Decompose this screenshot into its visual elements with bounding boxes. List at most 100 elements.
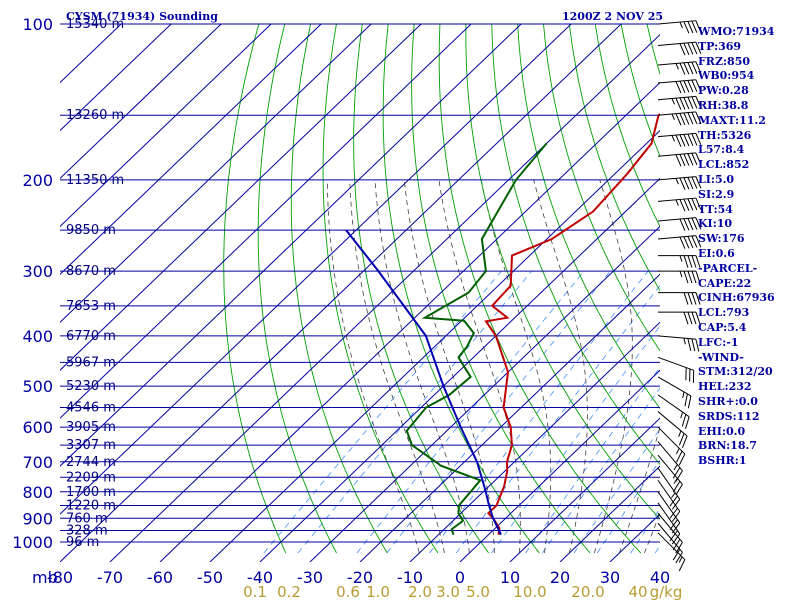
index-item: TP:369 <box>698 39 742 53</box>
index-item: RH:38.8 <box>698 98 749 112</box>
moist-adiabat <box>374 179 470 554</box>
mixing-ratio-label: 0.1 <box>243 583 267 600</box>
wind-barb-flag <box>681 414 687 427</box>
temperature-tick-label: 40 <box>650 568 670 587</box>
wind-barb-half-flag <box>678 556 683 563</box>
isotherm <box>259 177 660 562</box>
isotherm <box>459 369 660 562</box>
wind-barb-flag <box>691 79 698 92</box>
wind-barb <box>657 394 690 429</box>
index-item: -PARCEL- <box>698 261 758 275</box>
wind-barb-flag <box>691 292 697 305</box>
wind-barb-flag <box>691 112 698 125</box>
wind-barb-flag <box>695 235 702 248</box>
wind-barb-shaft <box>657 394 690 418</box>
mixing-ratio-label: g/kg <box>650 583 683 600</box>
wind-barb-half-flag <box>675 448 680 455</box>
wind-barb-flag <box>687 270 693 284</box>
mixing-ratio-label: 0.6 <box>336 583 360 600</box>
index-item: SHR+:0.0 <box>698 394 758 408</box>
mixing-ratio-line <box>525 366 660 554</box>
pressure-tick-label: 100 <box>22 15 53 34</box>
isotherm <box>209 129 660 562</box>
wind-barb <box>657 454 683 496</box>
pressure-tick-label: 200 <box>22 171 53 190</box>
pressure-tick-label: 500 <box>22 377 53 396</box>
wind-barb-half-flag <box>679 21 683 29</box>
wind-barb-flag <box>695 176 702 189</box>
mixing-ratio-line <box>542 387 660 554</box>
wind-barb-flag <box>679 199 686 212</box>
wind-barb-shaft <box>657 532 686 561</box>
wind-barb-flag <box>683 270 689 284</box>
mixing-ratio-lines <box>263 270 660 554</box>
wind-barb-flag <box>691 153 698 166</box>
wind-barb-flag <box>691 176 698 189</box>
wind-barb-flag <box>683 62 690 75</box>
mixing-ratio-label: 20.0 <box>571 583 604 600</box>
wind-barb-half-flag <box>682 391 685 399</box>
isotherm <box>359 273 660 562</box>
wind-barb <box>657 217 702 231</box>
height-label: 328 m <box>66 523 108 538</box>
wind-barb-shaft <box>657 111 696 116</box>
wind-barb-shaft <box>657 491 681 524</box>
moist-adiabat <box>349 179 445 554</box>
wind-barb-flag <box>687 338 692 351</box>
moist-adiabat <box>533 179 588 554</box>
isotherm <box>409 321 660 562</box>
wind-barb-flag <box>678 453 686 466</box>
wind-barb-shaft <box>657 61 696 66</box>
wind-barb-half-flag <box>671 492 676 499</box>
pressure-tick-label: 300 <box>22 262 53 281</box>
wind-barb-shaft <box>657 512 683 543</box>
temperature-tick-label: -40 <box>247 568 273 587</box>
height-labels: 15340 m 13260 m 11350 m 9850 m 8670 m 7653 m 6… <box>66 17 124 550</box>
pressure-tick-label: 800 <box>22 483 53 502</box>
temperature-tick-label: -70 <box>97 568 123 587</box>
wind-barb <box>657 479 681 522</box>
wind-barb-shaft <box>657 152 696 157</box>
wind-barb-flag <box>695 41 702 54</box>
index-item: L57:8.4 <box>698 143 745 157</box>
wind-barb-shaft <box>657 479 681 512</box>
wind-barb-flag <box>679 62 686 75</box>
mixing-ratio-label: 5.0 <box>466 583 490 600</box>
mixing-ratio-label: 1.0 <box>366 583 390 600</box>
wind-barb-flag <box>672 549 681 561</box>
chart-title: CYSM (71934) Sounding <box>66 10 218 23</box>
index-item: LI:5.0 <box>698 172 735 186</box>
wind-barb-flag <box>695 197 702 210</box>
wind-barb-flag <box>687 21 694 34</box>
wind-barb <box>657 522 683 564</box>
wind-barb-flag <box>683 97 690 110</box>
wind-barb-flag <box>683 153 690 166</box>
height-label: 8670 m <box>66 264 116 279</box>
wind-barb-half-flag <box>673 477 678 484</box>
mixing-ratio-label: 2.0 <box>408 583 432 600</box>
wind-barb-half-flag <box>675 178 679 185</box>
wind-barb-flag <box>695 270 701 284</box>
dry-adiabat <box>411 24 591 554</box>
wind-barbs <box>657 20 702 572</box>
wind-barb-flag <box>695 96 702 109</box>
index-item: BRN:18.7 <box>698 439 757 453</box>
wind-barb-flag <box>695 133 702 146</box>
wind-barb-flag <box>683 80 690 93</box>
wind-barb-flag <box>695 312 701 325</box>
wind-barb-shaft <box>657 235 696 240</box>
wind-barb <box>657 61 702 75</box>
wind-barb-flag <box>679 97 686 110</box>
wind-barb-half-flag <box>680 411 684 419</box>
height-label: 5230 m <box>66 379 116 394</box>
height-label: 15340 m <box>66 17 124 32</box>
temperature-tick-label: 30 <box>600 568 620 587</box>
dry-adiabat <box>568 24 660 292</box>
isotherm <box>60 24 172 132</box>
mixing-ratio-line <box>455 284 660 554</box>
wind-barb-shaft <box>657 411 688 437</box>
wind-barb-flag <box>691 235 698 248</box>
wind-barb-flag <box>675 113 682 126</box>
wind-barb-half-flag <box>675 63 679 70</box>
wind-barb-flag <box>683 255 689 268</box>
